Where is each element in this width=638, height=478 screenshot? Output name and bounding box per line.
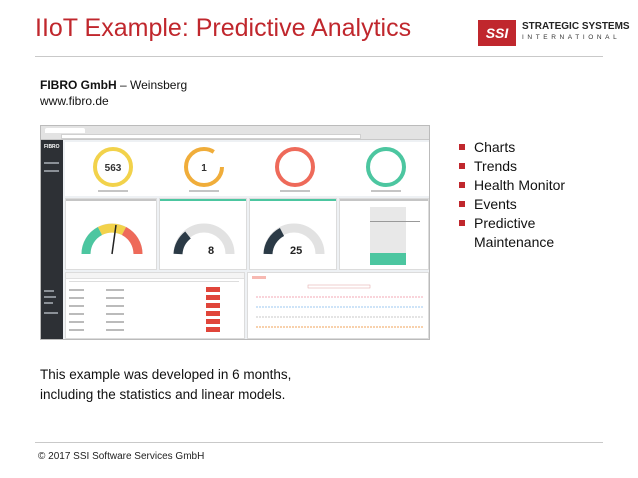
- kpi-ring-4: [366, 147, 406, 187]
- gauge-value-1: 8: [208, 245, 214, 257]
- note-line-1: This example was developed in 6 months,: [40, 367, 292, 382]
- gauge-2: 8: [173, 223, 235, 257]
- sidebar-item-configuration: [44, 170, 59, 172]
- title-divider: [35, 56, 603, 57]
- list-item: Trends: [459, 157, 619, 176]
- level-bar-fill: [370, 253, 406, 265]
- kpi-rings: 563 1: [93, 147, 406, 192]
- slide-title: IIoT Example: Predictive Analytics: [35, 14, 412, 42]
- development-note: This example was developed in 6 months, …: [40, 365, 291, 405]
- level-threshold: [370, 221, 420, 222]
- dashboard-screenshot: FIBRO 563 1: [40, 125, 430, 340]
- browser-toolbar: [41, 126, 429, 140]
- logo-name: STRATEGIC SYSTEMS: [522, 21, 630, 32]
- sidebar-item-footer-1: [44, 290, 54, 292]
- trends-chart: [247, 272, 429, 339]
- ssi-logo: SSI STRATEGIC SYSTEMS INTERNATIONAL: [478, 20, 630, 46]
- company-line: FIBRO GmbH – Weinsberg: [40, 78, 187, 92]
- kpi-value-1: 563: [105, 163, 122, 174]
- gauge-panel-1: [65, 198, 157, 270]
- company-website: www.fibro.de: [40, 94, 109, 108]
- trends-lines: [252, 276, 424, 328]
- kpi-ring-1: [93, 147, 133, 187]
- feature-list: Charts Trends Health Monitor Events Pred…: [459, 138, 619, 252]
- company-name: FIBRO GmbH: [40, 78, 117, 92]
- footer-divider: [35, 442, 603, 443]
- sidebar-item-footer-2: [44, 296, 56, 298]
- gauge-panel-3: 25: [249, 198, 337, 270]
- sidebar-item-results: [44, 162, 59, 164]
- events-table: [65, 272, 245, 339]
- browser-tab: [45, 128, 85, 133]
- gauge-1: [81, 223, 143, 255]
- sidebar-item-footer-4: [44, 312, 58, 314]
- kpi-ring-2: [184, 147, 224, 187]
- sidebar-item-footer-3: [44, 302, 53, 304]
- gauge-3: 25: [263, 223, 325, 257]
- list-item: Predictive Maintenance: [459, 214, 619, 252]
- list-item: Health Monitor: [459, 176, 619, 195]
- kpi-value-2: 1: [201, 163, 207, 174]
- dashboard-brand: FIBRO: [44, 144, 60, 150]
- logo-tagline: INTERNATIONAL: [522, 34, 621, 41]
- gauge-panel-2: 8: [159, 198, 247, 270]
- browser-address-bar: [61, 134, 361, 139]
- kpi-row: 563 1: [65, 142, 429, 196]
- level-panel: [339, 198, 429, 270]
- dashboard-sidebar: FIBRO: [41, 140, 63, 339]
- gauge-value-2: 25: [290, 245, 302, 257]
- dashboard-main: 563 1 8: [63, 140, 429, 339]
- list-item: Charts: [459, 138, 619, 157]
- kpi-ring-3: [275, 147, 315, 187]
- logo-mark: SSI: [478, 20, 516, 46]
- company-location: – Weinsberg: [116, 78, 188, 92]
- note-line-2: including the statistics and linear mode…: [40, 387, 286, 402]
- list-item: Events: [459, 195, 619, 214]
- copyright-footer: © 2017 SSI Software Services GmbH: [38, 451, 205, 462]
